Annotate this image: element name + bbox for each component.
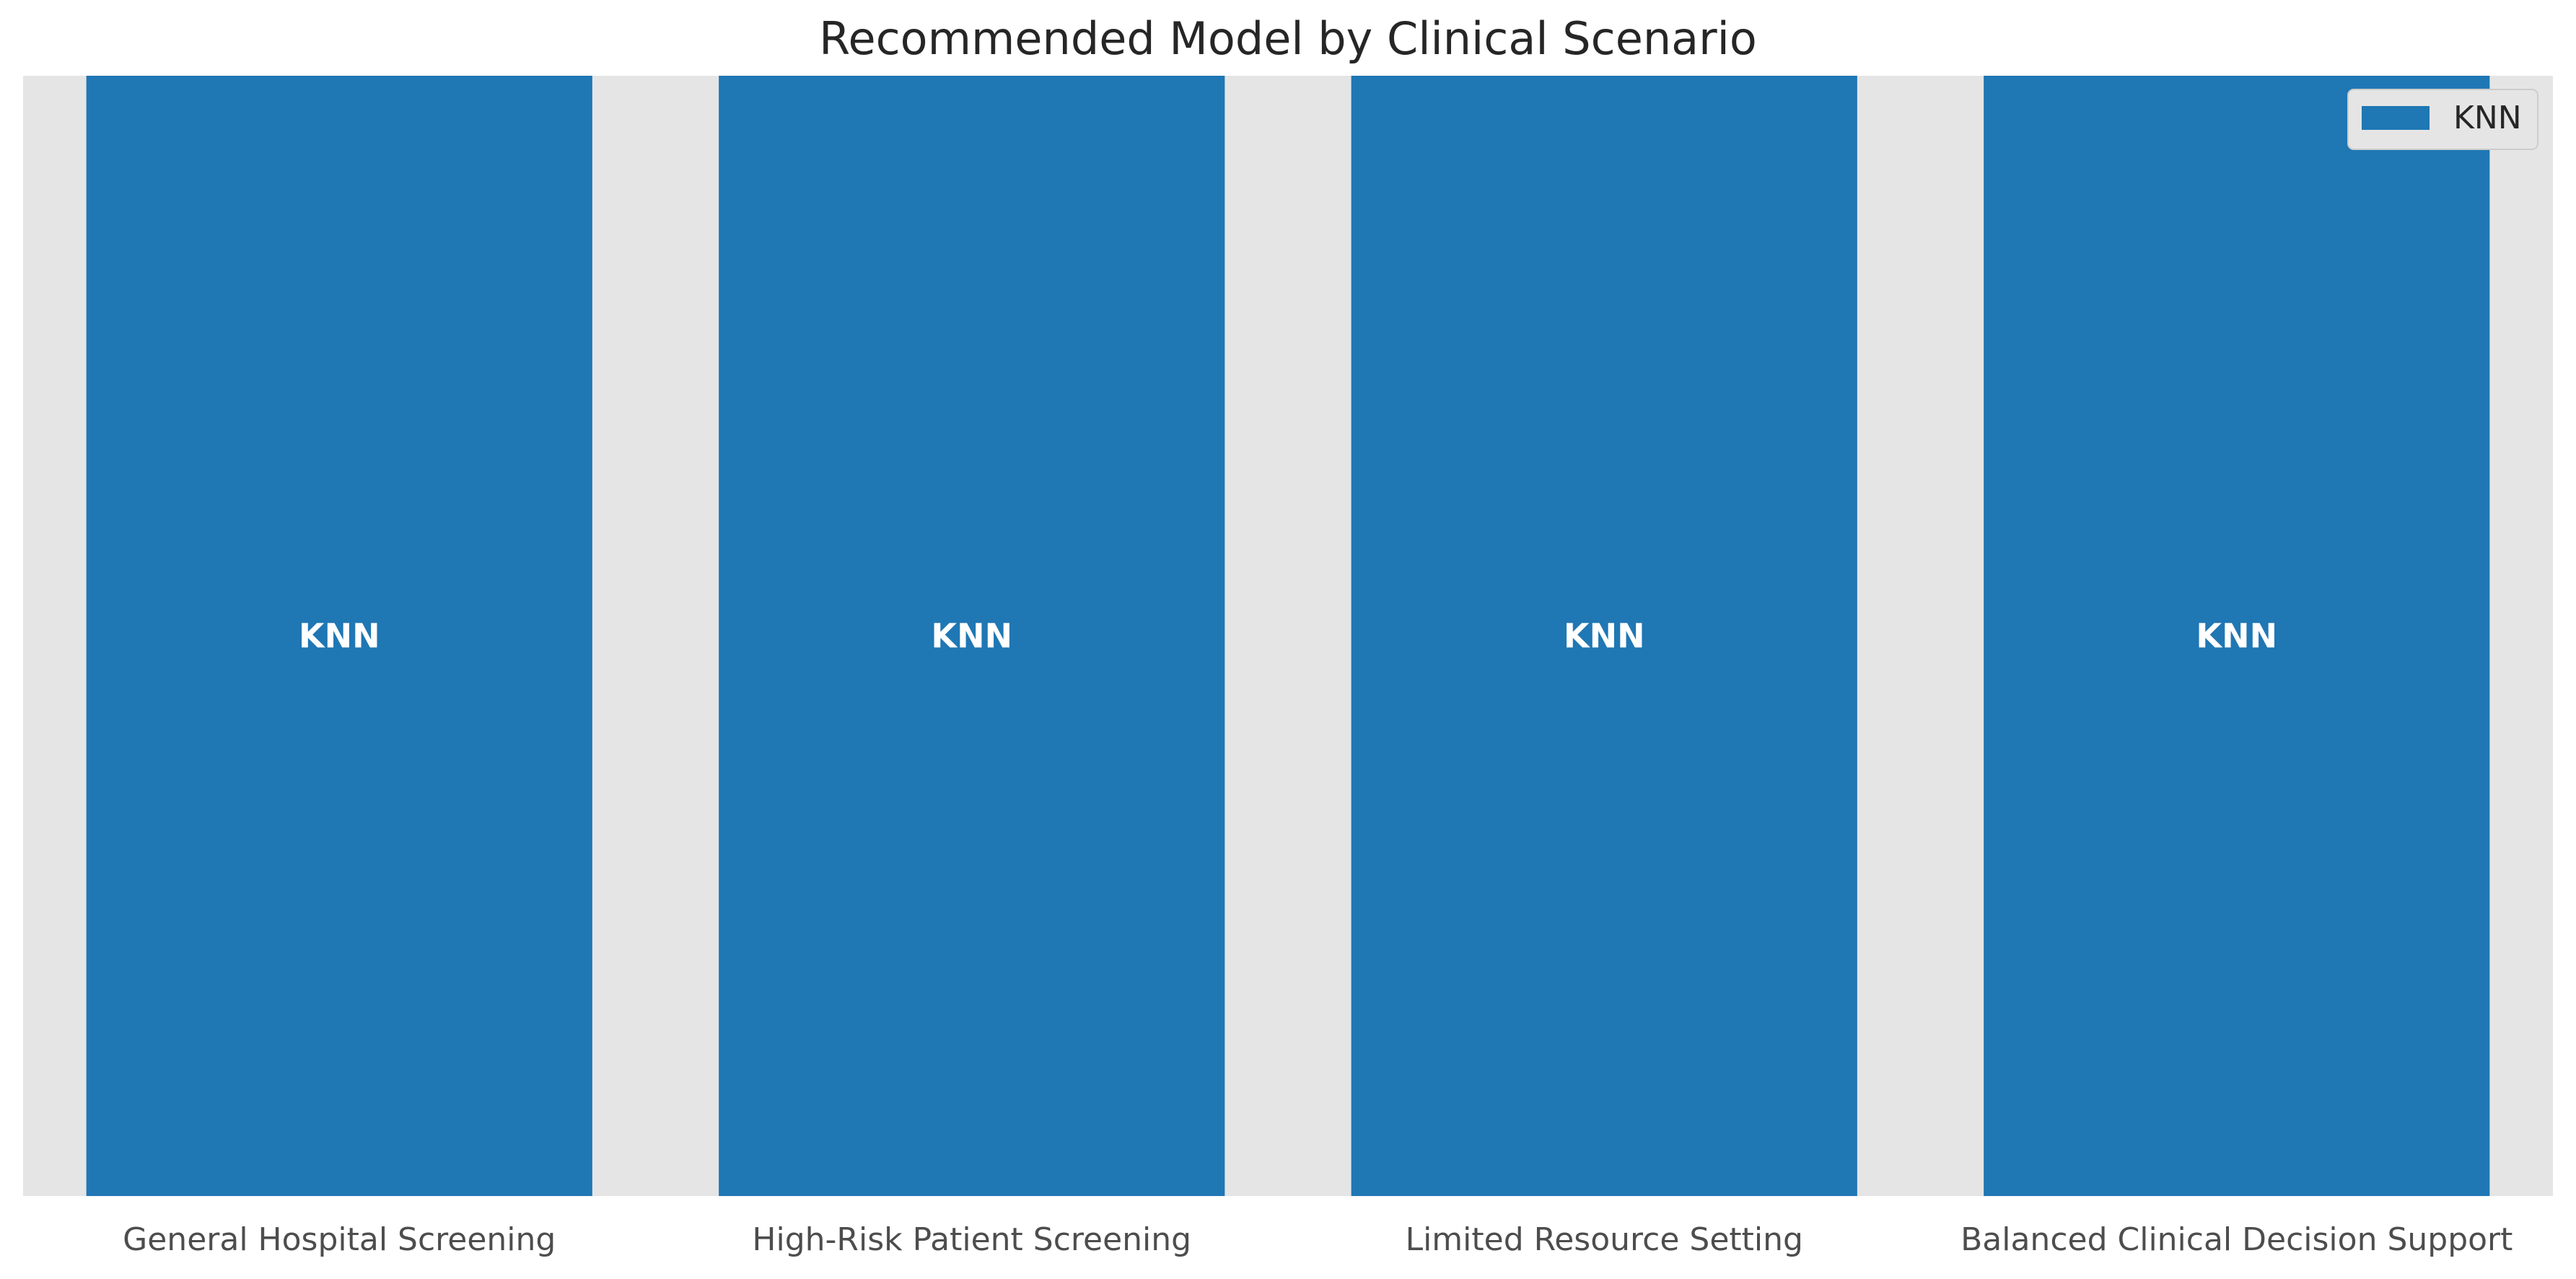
chart-title: Recommended Model by Clinical Scenario — [819, 12, 1757, 65]
bar-4 — [1984, 76, 2490, 1196]
x-tick-label-2: High-Risk Patient Screening — [752, 1221, 1191, 1258]
bar-label-3: KNN — [1564, 617, 1645, 656]
x-tick-labels: General Hospital Screening High-Risk Pati… — [123, 1221, 2513, 1258]
x-tick-label-3: Limited Resource Setting — [1406, 1221, 1803, 1258]
bar-2 — [719, 76, 1225, 1196]
bar-1 — [86, 76, 592, 1196]
x-tick-label-4: Balanced Clinical Decision Support — [1961, 1221, 2513, 1258]
legend-swatch — [2362, 106, 2430, 130]
bars-layer — [86, 76, 2490, 1196]
bar-label-1: KNN — [299, 617, 380, 656]
bar-3 — [1351, 76, 1857, 1196]
bar-labels-layer: KNN KNN KNN KNN — [299, 617, 2277, 656]
bar-label-4: KNN — [2196, 617, 2277, 656]
legend-box — [2347, 89, 2538, 150]
bar-label-2: KNN — [931, 617, 1012, 656]
x-tick-label-1: General Hospital Screening — [123, 1221, 556, 1258]
legend-entry-label: KNN — [2453, 100, 2522, 136]
legend: KNN — [2347, 89, 2538, 150]
